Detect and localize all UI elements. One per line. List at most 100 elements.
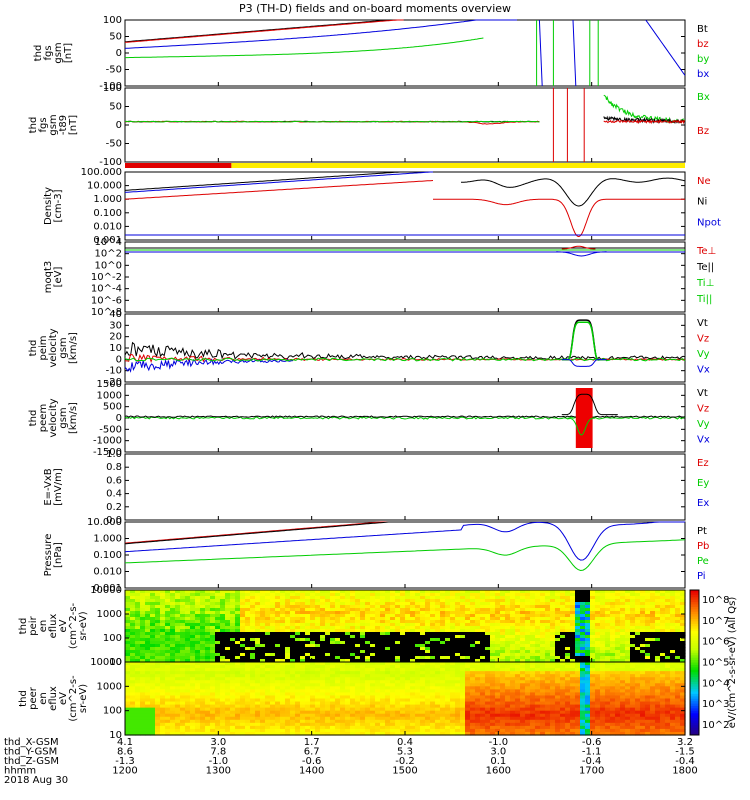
- heatmap-cell: [465, 731, 471, 736]
- heatmap-cell: [405, 596, 411, 600]
- heatmap-cell: [125, 590, 131, 594]
- heatmap-cell: [215, 644, 221, 648]
- heatmap-cell: [470, 623, 476, 627]
- heatmap-cell: [545, 611, 551, 615]
- heatmap-cell: [155, 650, 161, 654]
- heatmap-cell: [575, 635, 581, 639]
- heatmap-cell: [630, 599, 636, 603]
- heatmap-cell: [610, 647, 616, 651]
- heatmap-cell: [305, 599, 311, 603]
- heatmap-cell: [505, 707, 511, 712]
- heatmap-cell: [500, 707, 506, 712]
- heatmap-cell: [545, 689, 551, 694]
- heatmap-cell: [410, 692, 416, 697]
- heatmap-cell: [230, 629, 236, 633]
- heatmap-cell: [535, 710, 541, 715]
- heatmap-cell: [285, 656, 291, 660]
- heatmap-cell: [320, 605, 326, 609]
- heatmap-cell: [345, 632, 351, 636]
- heatmap-cell: [395, 728, 401, 733]
- heatmap-cell: [200, 701, 206, 706]
- heatmap-cell: [595, 605, 601, 609]
- heatmap-cell: [375, 662, 381, 666]
- heatmap-cell: [360, 638, 366, 642]
- heatmap-cell: [455, 692, 461, 697]
- heatmap-cell: [455, 614, 461, 618]
- heatmap-cell: [395, 614, 401, 618]
- heatmap-cell: [380, 632, 386, 636]
- heatmap-cell: [445, 659, 451, 663]
- heatmap-cell: [465, 602, 471, 606]
- heatmap-cell: [160, 635, 166, 639]
- heatmap-cell: [355, 728, 361, 733]
- heatmap-cell: [280, 632, 286, 636]
- heatmap-cell: [380, 680, 386, 684]
- heatmap-cell: [455, 623, 461, 627]
- heatmap-cell: [540, 599, 546, 603]
- heatmap-cell: [575, 674, 581, 678]
- heatmap-cell: [395, 698, 401, 703]
- heatmap-cell: [565, 713, 571, 718]
- heatmap-cell: [650, 614, 656, 618]
- heatmap-cell: [610, 629, 616, 633]
- heatmap-cell: [640, 623, 646, 627]
- heatmap-cell: [190, 617, 196, 621]
- heatmap-cell: [535, 641, 541, 645]
- heatmap-cell: [570, 707, 576, 712]
- heatmap-cell: [285, 644, 291, 648]
- heatmap-cell: [500, 644, 506, 648]
- heatmap-cell: [360, 710, 366, 715]
- heatmap-cell: [350, 629, 356, 633]
- heatmap-cell: [165, 635, 171, 639]
- heatmap-cell: [210, 611, 216, 615]
- heatmap-cell: [655, 656, 661, 660]
- heatmap-cell: [475, 680, 481, 684]
- heatmap-cell: [265, 659, 271, 663]
- heatmap-cell: [385, 659, 391, 663]
- heatmap-cell: [495, 617, 501, 621]
- heatmap-cell: [370, 680, 376, 684]
- heatmap-cell: [215, 698, 221, 703]
- heatmap-cell: [330, 593, 336, 597]
- heatmap-cell: [490, 614, 496, 618]
- heatmap-cell: [540, 674, 546, 678]
- heatmap-cell: [475, 599, 481, 603]
- heatmap-cell: [530, 731, 536, 736]
- heatmap-cell: [585, 704, 591, 709]
- heatmap-cell: [440, 638, 446, 642]
- heatmap-cell: [490, 638, 496, 642]
- heatmap-cell: [440, 620, 446, 624]
- heatmap-cell: [485, 647, 491, 651]
- heatmap-cell: [610, 620, 616, 624]
- heatmap-cell: [170, 665, 176, 669]
- heatmap-cell: [585, 695, 591, 700]
- heatmap-cell: [510, 665, 516, 669]
- heatmap-cell: [540, 650, 546, 654]
- heatmap-cell: [135, 719, 141, 724]
- heatmap-cell: [585, 728, 591, 733]
- heatmap-cell: [600, 665, 606, 669]
- heatmap-cell: [335, 605, 341, 609]
- heatmap-cell: [495, 647, 501, 651]
- heatmap-cell: [510, 674, 516, 678]
- heatmap-cell: [450, 731, 456, 736]
- heatmap-cell: [410, 695, 416, 700]
- heatmap-cell: [630, 614, 636, 618]
- heatmap-cell: [310, 638, 316, 642]
- heatmap-cell: [405, 710, 411, 715]
- heatmap-cell: [435, 602, 441, 606]
- heatmap-cell: [170, 647, 176, 651]
- heatmap-cell: [140, 614, 146, 618]
- heatmap-cell: [185, 719, 191, 724]
- heatmap-cell: [520, 704, 526, 709]
- heatmap-cell: [285, 686, 291, 690]
- heatmap-cell: [165, 707, 171, 712]
- heatmap-cell: [250, 620, 256, 624]
- heatmap-cell: [295, 725, 301, 730]
- heatmap-cell: [515, 677, 521, 681]
- heatmap-cell: [340, 698, 346, 703]
- heatmap-cell: [310, 605, 316, 609]
- heatmap-cell: [535, 731, 541, 736]
- heatmap-cell: [160, 710, 166, 715]
- heatmap-cell: [575, 599, 581, 603]
